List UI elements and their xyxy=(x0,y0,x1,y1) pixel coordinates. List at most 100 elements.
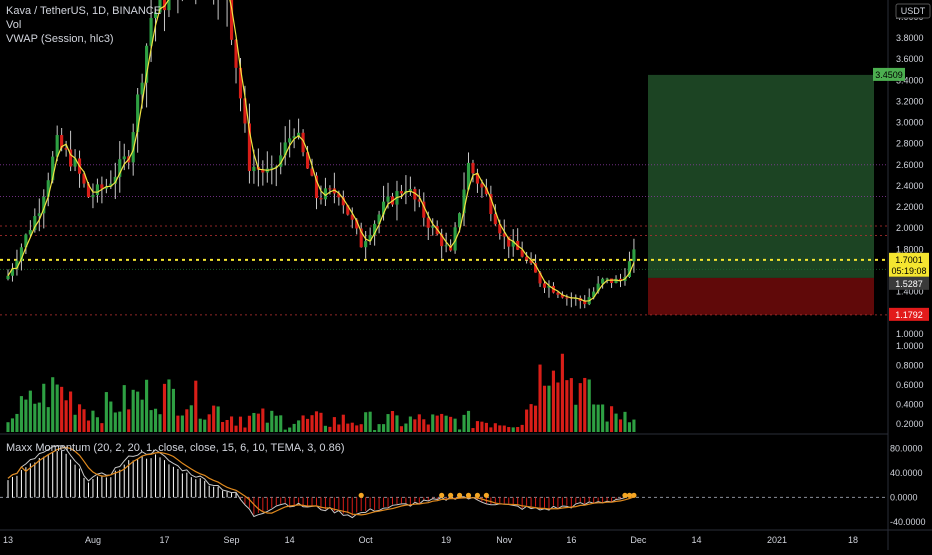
volume-bar xyxy=(502,425,506,432)
volume-bar xyxy=(153,408,158,432)
volume-legend[interactable]: Vol xyxy=(6,19,22,31)
volume-bar xyxy=(297,420,301,432)
candle-body xyxy=(377,214,381,224)
price-legend: Kava / TetherUS, 1D, BINANCE Vol VWAP (S… xyxy=(6,4,161,46)
volume-bar xyxy=(229,416,234,432)
volume-bar xyxy=(24,399,28,432)
volume-bar xyxy=(301,415,305,432)
osc-tick-label: 40.0000 xyxy=(890,468,923,478)
candle-body xyxy=(145,45,149,83)
volume-bar xyxy=(569,378,573,432)
candle-body xyxy=(471,162,475,174)
volume-bar xyxy=(337,424,341,432)
volume-bar xyxy=(534,405,538,432)
volume-bar xyxy=(471,428,475,432)
price-tick-label: 2.2000 xyxy=(896,202,924,212)
candle-body xyxy=(37,213,41,217)
candle-body xyxy=(337,193,341,198)
candle-body xyxy=(529,259,533,264)
price-tick-label: 2.8000 xyxy=(896,139,924,149)
symbol-title[interactable]: Kava / TetherUS, 1D, BINANCE xyxy=(6,5,162,17)
candle-body xyxy=(234,39,238,68)
candle-body xyxy=(55,135,59,157)
candle-body xyxy=(118,159,122,177)
volume-bar xyxy=(46,407,50,432)
volume-bar xyxy=(614,413,618,432)
time-tick-label: 17 xyxy=(159,535,169,545)
currency-badge-label: USDT xyxy=(901,6,926,16)
volume-bar xyxy=(15,413,19,432)
volume-bar xyxy=(118,411,122,432)
volume-bar xyxy=(489,427,493,432)
osc-signal-dot xyxy=(456,492,463,498)
osc-tick-label: 0.0000 xyxy=(890,492,918,502)
time-tick-label: 13 xyxy=(3,535,13,545)
price-tick-label: 3.2000 xyxy=(896,96,924,106)
price-badge-bg xyxy=(889,263,929,277)
volume-bar xyxy=(484,422,488,432)
volume-bar xyxy=(556,382,560,432)
candle-body xyxy=(270,167,274,169)
volume-bar xyxy=(520,424,524,432)
candle-body xyxy=(28,230,32,235)
volume-bar xyxy=(288,427,292,432)
candle-body xyxy=(627,261,632,278)
candle-body xyxy=(69,149,73,167)
volume-bar xyxy=(104,392,108,432)
volume-bar xyxy=(475,421,480,432)
volume-bar xyxy=(426,424,430,432)
volume-bar xyxy=(292,423,296,432)
candle-body xyxy=(381,201,386,215)
candle-body xyxy=(399,191,404,194)
candle-body xyxy=(140,82,144,95)
candle-body xyxy=(279,155,283,167)
volume-bar xyxy=(632,419,636,432)
time-tick-label: Dec xyxy=(630,535,647,545)
volume-bar xyxy=(373,430,377,432)
candle-body xyxy=(167,0,171,11)
candle-body xyxy=(359,228,363,248)
candle-body xyxy=(252,166,256,172)
candle-body xyxy=(305,152,310,169)
candle-body xyxy=(323,188,327,200)
volume-bar xyxy=(64,400,68,432)
candle-body xyxy=(373,223,377,236)
volume-bar xyxy=(440,413,444,432)
candle-body xyxy=(350,214,354,220)
candle-body xyxy=(547,285,551,288)
oscillator-legend[interactable]: Maxx Momentum (20, 2, 20, 1, close, clos… xyxy=(6,442,345,454)
osc-signal-dot xyxy=(483,492,489,498)
volume-bar xyxy=(346,423,350,432)
osc-signal-dot xyxy=(474,492,481,498)
volume-bar xyxy=(547,385,551,432)
vwap-legend[interactable]: VWAP (Session, hlc3) xyxy=(6,33,114,45)
candle-body xyxy=(422,201,426,218)
time-tick-label: 14 xyxy=(692,535,702,545)
volume-bar xyxy=(435,415,439,432)
volume-bar xyxy=(167,379,171,432)
candle-body xyxy=(596,283,600,292)
osc-signal-dot xyxy=(631,492,637,498)
volume-bar xyxy=(364,412,368,432)
candle-body xyxy=(493,213,497,225)
volume-tick-label: 0.4000 xyxy=(896,400,924,410)
candles-group xyxy=(6,0,636,309)
price-tick-label: 3.0000 xyxy=(896,118,924,128)
candle-body xyxy=(565,297,569,299)
price-tick-label: 2.4000 xyxy=(896,181,924,191)
volume-bar xyxy=(221,421,225,432)
volume-bar xyxy=(10,418,15,432)
candle-body xyxy=(104,186,108,189)
volume-bar xyxy=(498,425,502,432)
volume-bar xyxy=(189,405,193,432)
volume-bar xyxy=(162,383,167,432)
candle-body xyxy=(100,184,104,189)
volume-bar xyxy=(42,383,46,432)
candle-body xyxy=(525,256,529,260)
volume-bar xyxy=(131,389,135,432)
candle-body xyxy=(386,196,390,202)
volume-bar xyxy=(319,412,323,432)
volume-bar xyxy=(516,427,520,432)
